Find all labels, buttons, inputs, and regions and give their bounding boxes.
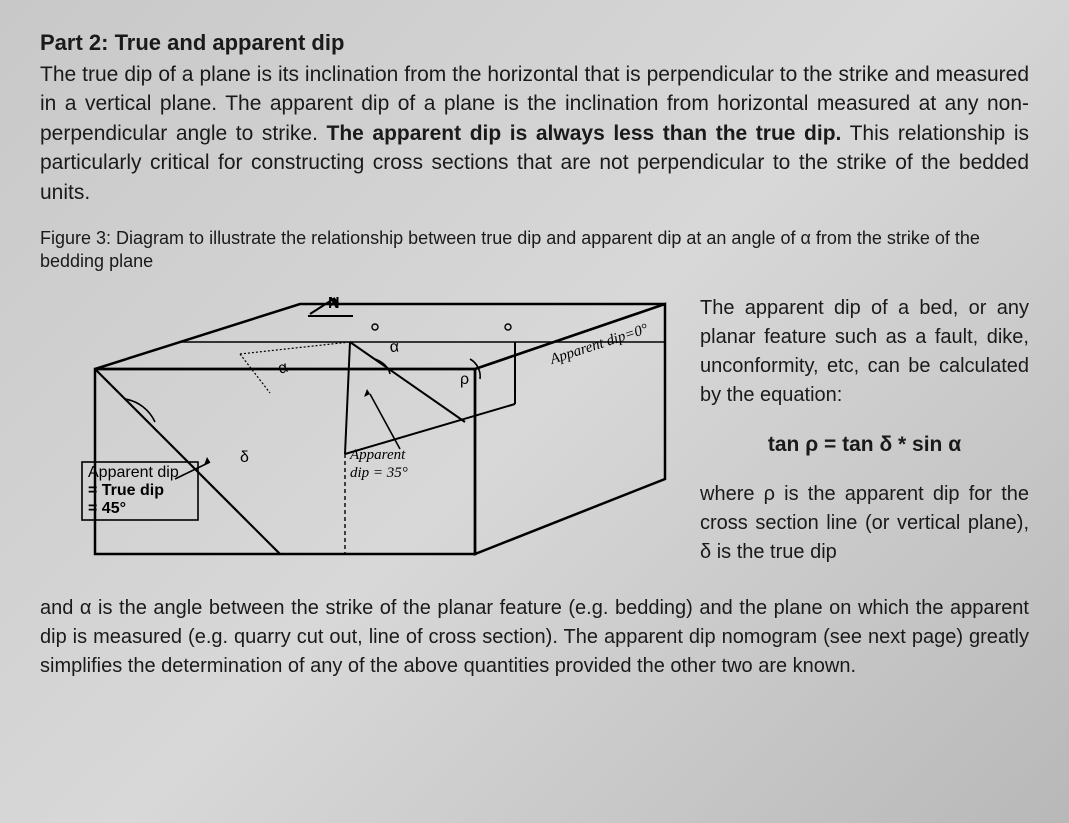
equation: tan ρ = tan δ * sin α: [700, 430, 1029, 460]
para1-text-bold: The apparent dip is always less than the…: [327, 122, 842, 145]
svg-text:Apparent dip=0°: Apparent dip=0°: [547, 321, 650, 368]
section-heading: Part 2: True and apparent dip: [40, 30, 1029, 56]
svg-text:= True dip: = True dip: [88, 482, 164, 499]
side-text-b: where ρ is the apparent dip for the cros…: [700, 480, 1029, 567]
paragraph-2: and α is the angle between the strike of…: [40, 594, 1029, 681]
figure-caption: Figure 3: Diagram to illustrate the rela…: [40, 227, 1029, 274]
svg-text:N: N: [328, 295, 340, 312]
svg-text:δ: δ: [240, 449, 249, 466]
figure-text-column: The apparent dip of a bed, or any planar…: [700, 294, 1029, 584]
figure-row: NααρδApparent dip=0°Apparentdip = 35°App…: [70, 294, 1029, 584]
svg-text:Apparent dip: Apparent dip: [88, 464, 179, 481]
svg-text:= 45°: = 45°: [88, 500, 126, 517]
diagram-container: NααρδApparent dip=0°Apparentdip = 35°App…: [70, 294, 680, 584]
dip-diagram: NααρδApparent dip=0°Apparentdip = 35°App…: [70, 294, 680, 584]
side-text-a: The apparent dip of a bed, or any planar…: [700, 294, 1029, 410]
svg-text:ρ: ρ: [460, 371, 469, 388]
svg-text:Apparent: Apparent: [349, 447, 406, 463]
svg-text:dip = 35°: dip = 35°: [350, 465, 408, 481]
paragraph-1: The true dip of a plane is its inclinati…: [40, 60, 1029, 207]
svg-text:α: α: [389, 338, 399, 355]
